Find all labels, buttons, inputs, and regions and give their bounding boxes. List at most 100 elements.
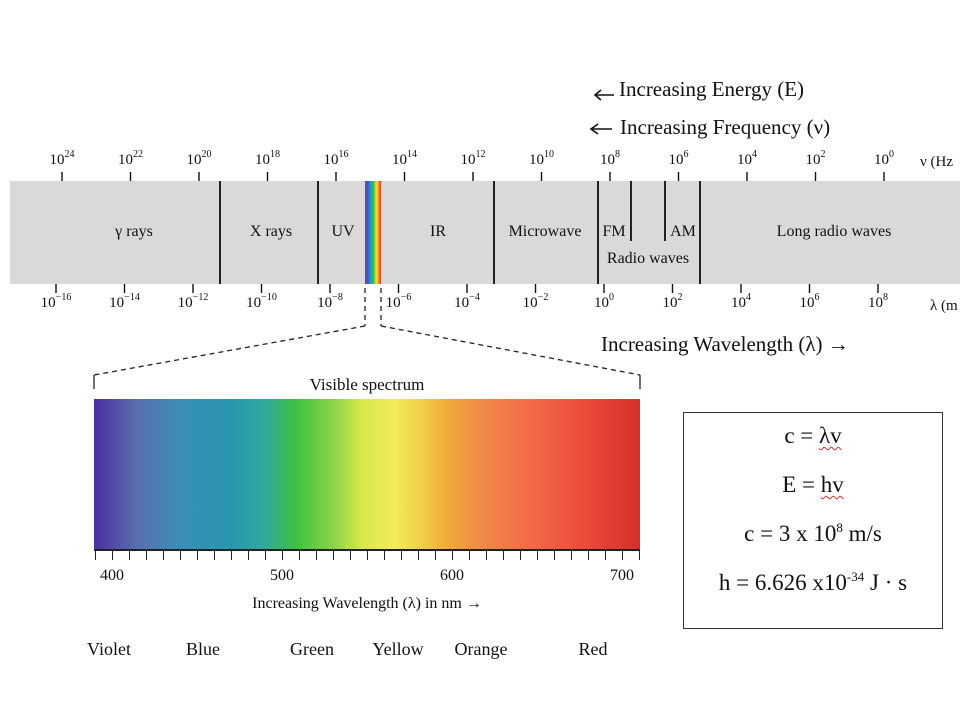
wavelength-tick-label: 100 [594, 292, 614, 312]
frequency-tick-label: 106 [668, 149, 689, 169]
wavelength-tick-label: 10−16 [40, 292, 72, 312]
wavelength-tick-label: 10−8 [317, 292, 343, 312]
visible-scale-tick [163, 551, 164, 560]
visible-scale-tick [519, 551, 521, 560]
frequency-tick-label: 102 [805, 149, 826, 169]
frequency-caption: Increasing Frequency (ν) [620, 115, 831, 139]
divider-fm-radio [630, 181, 632, 241]
formula-c-value: c = 3 x 108 m/s [684, 521, 942, 547]
visible-spectrum-scale [94, 549, 640, 561]
frequency-tick-label: 1012 [460, 149, 486, 169]
formula-1-rhs: λv [819, 423, 842, 448]
wavelength-tick-label: 10−4 [454, 292, 480, 312]
visible-scale-tick [299, 551, 300, 560]
color-orange: Orange [454, 639, 508, 659]
visible-scale-tick [502, 551, 504, 560]
formula-speed-of-light: c = λv [684, 423, 942, 449]
color-yellow: Yellow [372, 639, 424, 659]
wavelength-tick-label: 10−10 [246, 292, 277, 312]
visible-scale-tick [248, 551, 249, 560]
visible-scale-tick [604, 551, 606, 560]
visible-scale-tick [129, 551, 131, 560]
visible-scale-tick [570, 551, 572, 560]
color-red: Red [578, 639, 608, 659]
visible-scale-tick [282, 551, 283, 560]
region-x-rays: X rays [249, 223, 293, 240]
frequency-tick-label: 1014 [392, 149, 417, 169]
visible-scale-tick [553, 551, 555, 560]
visible-scale-tick [265, 551, 266, 560]
wavelength-tick-label: 104 [731, 292, 751, 312]
wavelength-tick-label: 10−14 [109, 292, 140, 312]
frequency-tick-label: 104 [737, 149, 757, 169]
region-radio-waves: Radio waves [606, 250, 690, 267]
formula-1-lhs: c = [784, 423, 820, 448]
formula-2-rhs: hv [820, 472, 844, 497]
visible-tick-700: 700 [610, 567, 634, 584]
visible-scale-tick [333, 551, 334, 560]
formula-2-lhs: E = [782, 472, 821, 497]
wavelength-tick-marks [55, 284, 879, 293]
frequency-tick-label: 100 [874, 149, 894, 169]
visible-scale-tick [536, 551, 538, 560]
visible-scale-tick [400, 551, 402, 560]
formula-3-unit: m/s [842, 521, 882, 546]
visible-scale-tick [485, 551, 487, 560]
formula-box: c = λv E = hv c = 3 x 108 m/s h = 6.626 … [683, 412, 943, 629]
visible-scale-tick [451, 551, 453, 560]
wavelength-tick-label: 102 [662, 292, 683, 312]
formula-energy: E = hv [684, 472, 942, 498]
visible-axis-label: Increasing Wavelength (λ) in nm → [252, 595, 482, 612]
formula-3-exp: 8 [836, 520, 843, 535]
frequency-tick-label: 108 [600, 149, 620, 169]
frequency-tick-label: 1016 [323, 149, 349, 169]
wavelength-tick-label: 10−6 [385, 292, 412, 312]
region-long-radio-waves: Long radio waves [776, 223, 892, 240]
wavelength-arrow-icon: → [827, 332, 849, 356]
visible-scale-tick [417, 551, 419, 560]
wavelength-tick-label: 106 [799, 292, 820, 312]
em-spectrum-band [10, 181, 960, 284]
frequency-unit-label: ν (Hz [920, 154, 954, 170]
formula-4-main: h = 6.626 x10 [718, 570, 847, 595]
wavelength-caption: Increasing Wavelength (λ) → [601, 332, 849, 357]
visible-tick-600: 600 [440, 567, 464, 584]
visible-scale-tick [587, 551, 589, 560]
wavelength-tick-label: 108 [868, 292, 888, 312]
color-violet: Violet [87, 639, 131, 659]
wavelength-tick-label: 10−2 [522, 292, 549, 312]
formula-3-main: c = 3 x 10 [744, 521, 837, 546]
visible-scale-tick [350, 551, 351, 560]
visible-scale-tick [231, 551, 232, 560]
visible-spectrum-title: Visible spectrum [309, 375, 425, 394]
region-ir: IR [430, 223, 446, 240]
wavelength-caption-text: Increasing Wavelength (λ) [601, 332, 823, 356]
visible-spectrum-gradient [94, 399, 640, 549]
visible-band-rainbow [365, 181, 381, 284]
visible-scale-tick [367, 551, 368, 560]
frequency-tick-marks [61, 172, 885, 181]
frequency-tick-label: 1022 [118, 149, 143, 169]
visible-tick-400: 400 [100, 567, 124, 584]
visible-scale-tick [383, 551, 385, 560]
divider-am-long [699, 181, 701, 284]
formula-4-unit: J · s [864, 570, 908, 595]
visible-scale-tick [434, 551, 436, 560]
visible-scale-tick [197, 551, 198, 560]
color-blue: Blue [186, 639, 220, 659]
divider-microwave-fm [597, 181, 599, 284]
divider-ir-microwave [493, 181, 495, 284]
frequency-tick-label: 1010 [529, 149, 554, 169]
divider-radio-am [664, 181, 666, 241]
visible-scale-tick [638, 551, 640, 560]
visible-scale-tick [95, 551, 97, 560]
frequency-tick-label: 1020 [186, 149, 212, 169]
visible-tick-500: 500 [270, 567, 294, 584]
color-green: Green [290, 639, 334, 659]
visible-scale-tick [214, 551, 215, 560]
wavelength-unit-label: λ (m [930, 298, 958, 314]
divider-xray-uv [317, 181, 319, 284]
region-fm: FM [602, 223, 626, 240]
visible-scale-tick [180, 551, 181, 560]
